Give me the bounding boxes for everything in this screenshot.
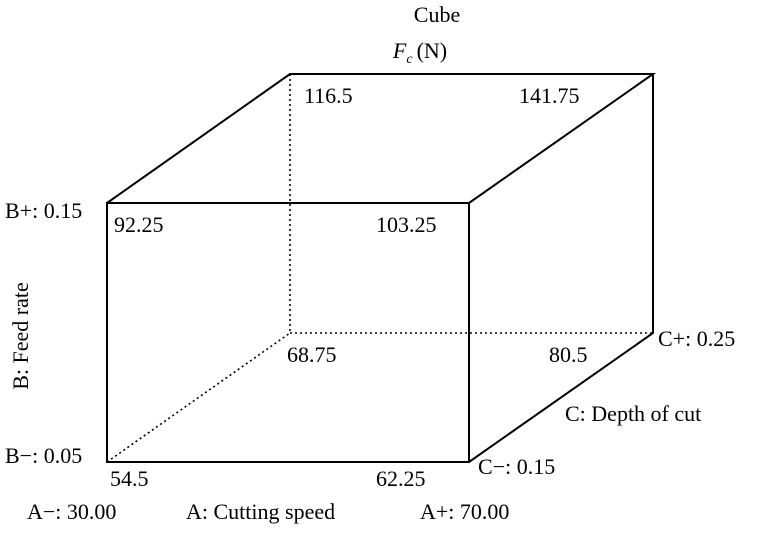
factor-b-high-label: B+: 0.15: [5, 198, 82, 223]
factor-c-axis-label: C: Depth of cut: [565, 401, 701, 426]
corner-value-front-bottom-left: 54.5: [110, 466, 149, 491]
factor-a-low-label: A−: 30.00: [27, 499, 116, 524]
response-label: Fc (N): [392, 38, 447, 67]
corner-value-back-top-right: 141.75: [519, 83, 580, 108]
plot-title: Cube: [414, 2, 460, 27]
corner-value-back-bottom-right: 80.5: [549, 342, 588, 367]
back-top-edges: [106, 73, 657, 204]
factor-c-high-label: C+: 0.25: [658, 326, 735, 351]
factor-c-low-label: C−: 0.15: [478, 454, 555, 479]
corner-value-back-bottom-left: 68.75: [287, 342, 337, 367]
factor-a-high-label: A+: 70.00: [420, 499, 509, 524]
corner-value-front-top-right: 103.25: [376, 212, 437, 237]
factor-b-low-label: B−: 0.05: [5, 443, 82, 468]
response-symbol: F: [392, 38, 407, 63]
factor-b-axis-label: B: Feed rate: [8, 282, 33, 390]
front-face: [106, 202, 470, 463]
corner-value-front-top-left: 92.25: [114, 212, 164, 237]
response-subscript: c: [406, 52, 413, 67]
back-right-edges: [468, 74, 654, 463]
corner-value-front-bottom-right: 62.25: [376, 466, 426, 491]
svg-text:Fc(N): Fc (N): [392, 38, 447, 67]
factor-a-axis-label: A: Cutting speed: [186, 499, 335, 524]
response-unit: (N): [417, 38, 448, 63]
hidden-edge-bottom-left-depth: [106, 332, 291, 463]
corner-value-back-top-left: 116.5: [304, 83, 353, 108]
